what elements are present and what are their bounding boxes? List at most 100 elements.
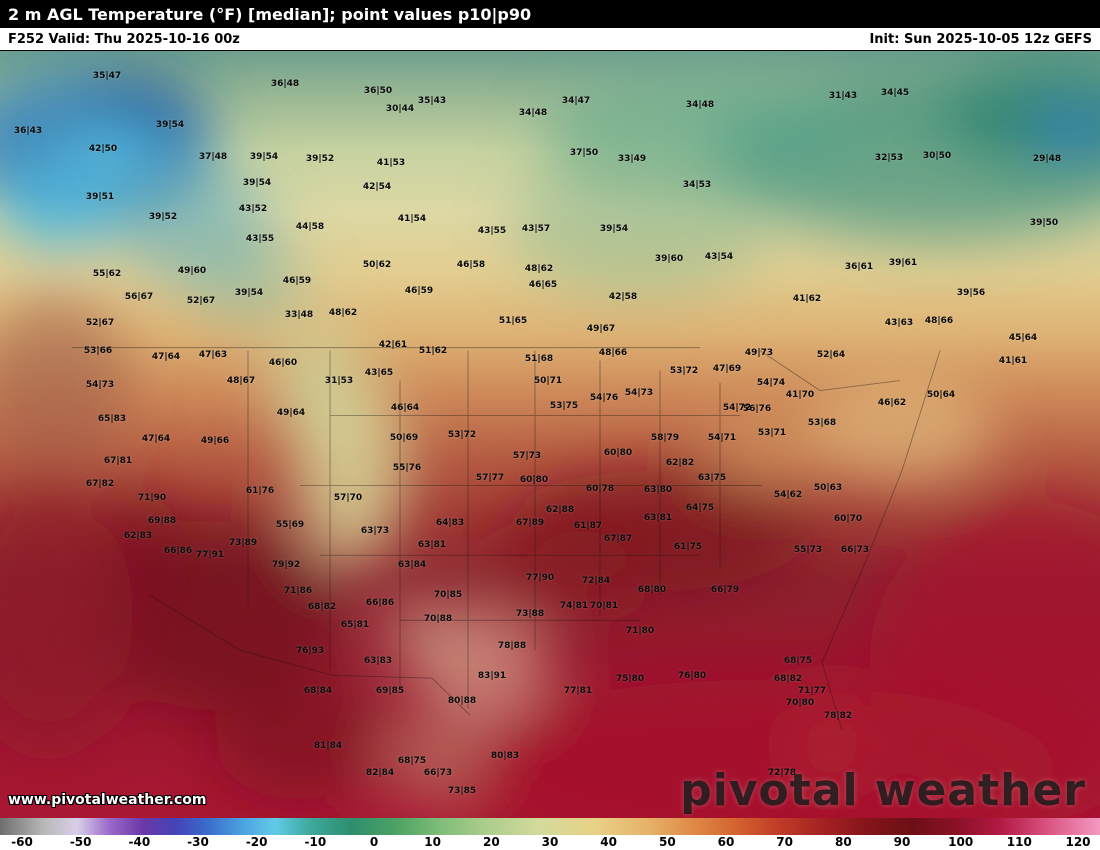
point-value: 71|86 [283,586,313,596]
colorbar-tick: 30 [541,835,559,849]
point-value: 63|73 [360,526,390,536]
point-value: 41|62 [792,294,822,304]
point-value: 63|84 [397,560,427,570]
point-value: 53|72 [669,366,699,376]
point-value: 72|84 [581,576,611,586]
point-value: 67|82 [85,479,115,489]
point-value: 80|88 [447,696,477,706]
point-value: 34|47 [561,96,591,106]
colorbar-tick: -60 [11,835,33,849]
point-value: 48|62 [524,264,554,274]
colorbar-tick: 40 [600,835,618,849]
point-value: 51|65 [498,316,528,326]
point-value: 41|61 [998,356,1028,366]
colorbar-tick: -20 [245,835,268,849]
point-value: 49|64 [276,408,306,418]
valid-time-label: F252 Valid: Thu 2025-10-16 00z [8,31,240,47]
point-value: 30|44 [385,104,415,114]
point-value: 34|53 [682,180,712,190]
point-value: 33|48 [284,310,314,320]
point-value: 68|84 [303,686,333,696]
point-value: 60|70 [833,514,863,524]
point-value: 46|65 [528,280,558,290]
colorbar-tick: 100 [948,835,974,849]
point-value: 33|49 [617,154,647,164]
temperature-map-image [0,51,1100,818]
point-value: 55|62 [92,269,122,279]
point-value: 36|61 [844,262,874,272]
point-value: 39|54 [249,152,279,162]
point-value: 63|81 [417,540,447,550]
point-value: 69|88 [147,516,177,526]
point-value: 39|52 [148,212,178,222]
pivotal-weather-logo: pivotal weather [680,765,1086,816]
point-value: 60|80 [519,475,549,485]
map-area: 35|47 36|48 36|50 30|44 35|43 34|48 34|47 34|48… [0,50,1100,818]
forecast-info-bar: F252 Valid: Thu 2025-10-16 00z Init: Sun… [0,28,1100,50]
colorbar-tick: -50 [69,835,92,849]
point-value: 52|64 [816,350,846,360]
colorbar-gradient [0,818,1100,835]
point-value: 30|50 [922,151,952,161]
point-value: 46|59 [404,286,434,296]
point-value: 64|75 [685,503,715,513]
point-value: 78|82 [823,711,853,721]
point-value: 57|73 [512,451,542,461]
point-value: 66|86 [365,598,395,608]
point-value: 63|80 [643,485,673,495]
point-value: 43|54 [704,252,734,262]
point-value: 54|73 [85,380,115,390]
point-value: 65|81 [340,620,370,630]
point-value: 66|73 [840,545,870,555]
colorbar-tick: -40 [128,835,151,849]
point-value: 45|64 [1008,333,1038,343]
point-value: 77|91 [195,550,225,560]
point-value: 63|81 [643,513,673,523]
point-value: 77|90 [525,573,555,583]
point-value: 49|66 [200,436,230,446]
point-value: 42|61 [378,340,408,350]
point-value: 39|54 [242,178,272,188]
watermark-link[interactable]: www.pivotalweather.com [8,792,207,808]
point-value: 53|68 [807,418,837,428]
colorbar-tick: -10 [304,835,327,849]
point-value: 72|78 [767,768,797,778]
point-value: 31|53 [324,376,354,386]
point-value: 54|74 [756,378,786,388]
point-value: 68|82 [773,674,803,684]
point-value: 81|84 [313,741,343,751]
point-value: 71|77 [797,686,827,696]
colorbar-tick: 20 [482,835,500,849]
point-value: 62|82 [665,458,695,468]
point-value: 70|81 [589,601,619,611]
point-value: 54|76 [589,393,619,403]
point-value: 68|75 [783,656,813,666]
point-value: 63|75 [697,473,727,483]
point-value: 46|59 [282,276,312,286]
colorbar-tick: 0 [369,835,379,849]
point-value: 83|91 [477,671,507,681]
point-value: 60|78 [585,484,615,494]
point-value: 37|50 [569,148,599,158]
point-value: 63|83 [363,656,393,666]
point-value: 67|81 [103,456,133,466]
point-value: 39|52 [305,154,335,164]
point-value: 55|73 [793,545,823,555]
point-value: 35|47 [92,71,122,81]
point-value: 67|87 [603,534,633,544]
point-value: 51|62 [418,346,448,356]
point-value: 50|64 [926,390,956,400]
point-value: 41|54 [397,214,427,224]
point-value: 57|70 [333,493,363,503]
colorbar-tick: 80 [834,835,852,849]
point-value: 47|69 [712,364,742,374]
point-value: 77|81 [563,686,593,696]
point-value: 52|67 [85,318,115,328]
point-value: 50|63 [813,483,843,493]
point-value: 68|75 [397,756,427,766]
point-value: 48|62 [328,308,358,318]
point-value: 43|55 [477,226,507,236]
point-value: 43|55 [245,234,275,244]
point-value: 82|84 [365,768,395,778]
point-value: 71|80 [625,626,655,636]
